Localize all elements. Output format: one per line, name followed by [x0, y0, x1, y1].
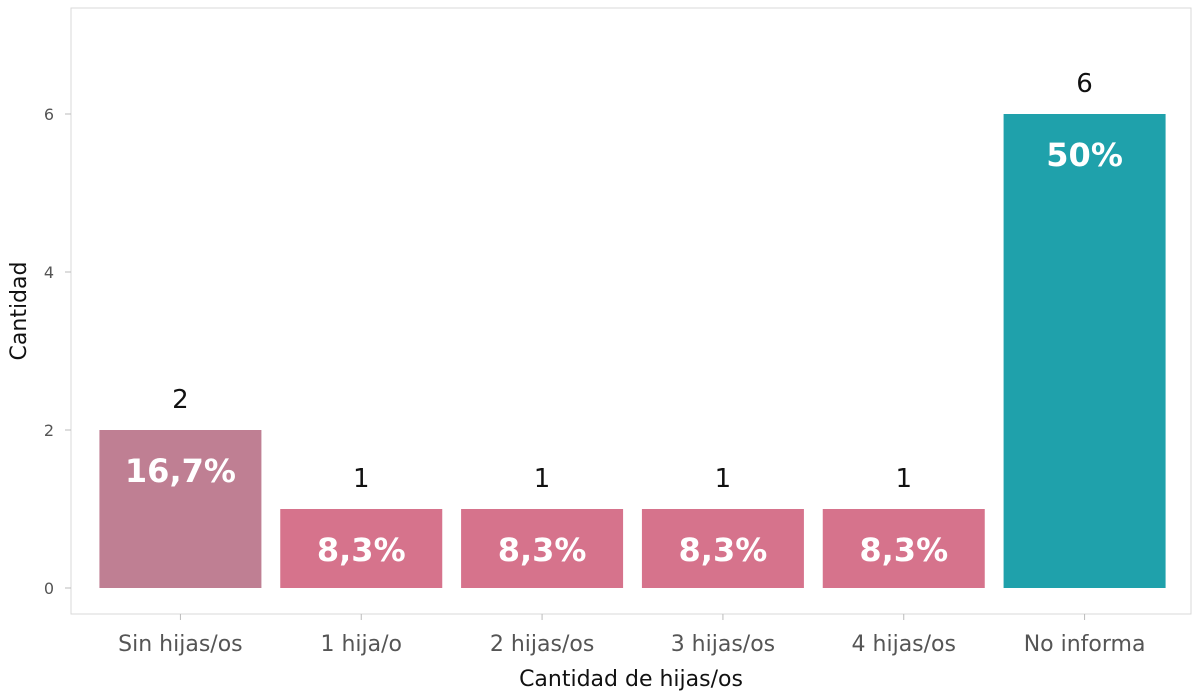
plot-frame: [70, 7, 1192, 615]
bar-count-label: 2: [172, 385, 189, 415]
y-tick-label: 2: [44, 421, 54, 440]
bar-percent-label: 8,3%: [679, 531, 768, 569]
x-tick-label: 4 hijas/os: [852, 632, 956, 657]
bar-count-label: 6: [1076, 69, 1093, 99]
bar-count-label: 1: [534, 464, 551, 494]
bar: [461, 509, 624, 588]
x-tick-label: 2 hijas/os: [490, 632, 594, 657]
x-tick-label: 3 hijas/os: [671, 632, 775, 657]
bar: [1003, 114, 1166, 588]
bar-count-label: 1: [895, 464, 912, 494]
x-axis: Sin hijas/os 1 hija/o 2 hijas/os 3 hijas/os…: [118, 614, 1145, 657]
y-tick-label: 6: [44, 105, 54, 124]
y-axis-title: Cantidad: [7, 262, 32, 361]
bar-percent-label: 8,3%: [498, 531, 587, 569]
bar: [641, 509, 804, 588]
bar-count-label: 1: [353, 464, 370, 494]
bar: [99, 430, 262, 588]
x-tick-label: No informa: [1024, 632, 1146, 657]
bars: [99, 114, 1166, 588]
bar-count-label: 1: [715, 464, 732, 494]
bar: [280, 509, 443, 588]
bar-labels: 2 16,7% 1 8,3% 1 8,3% 1 8,3% 1 8,3% 6 50%: [125, 69, 1123, 569]
y-tick-label: 0: [44, 579, 54, 598]
bar-percent-label: 50%: [1046, 136, 1123, 174]
y-axis: 0 2 4 6: [44, 105, 71, 598]
x-tick-label: Sin hijas/os: [118, 632, 242, 657]
x-axis-title: Cantidad de hijas/os: [519, 667, 743, 692]
x-tick-label: 1 hija/o: [320, 632, 402, 657]
bar: [822, 509, 985, 588]
bar-percent-label: 8,3%: [859, 531, 948, 569]
y-tick-label: 4: [44, 263, 54, 282]
bar-percent-label: 8,3%: [317, 531, 406, 569]
bar-percent-label: 16,7%: [125, 452, 236, 490]
